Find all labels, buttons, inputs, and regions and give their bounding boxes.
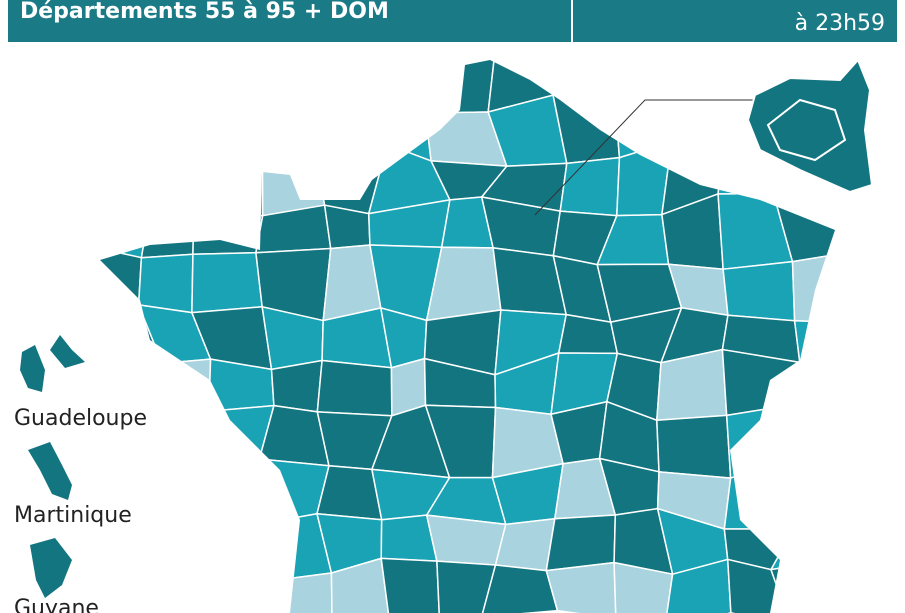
department	[100, 60, 139, 116]
department	[137, 94, 206, 164]
department	[137, 253, 194, 314]
department	[253, 572, 334, 613]
department	[100, 95, 148, 155]
department	[250, 60, 326, 111]
department	[778, 402, 835, 464]
department	[310, 60, 377, 111]
department	[100, 201, 152, 259]
department	[797, 358, 835, 408]
header-title: Départements 55 à 95 + DOM	[20, 0, 389, 24]
department	[828, 556, 835, 613]
department	[839, 402, 905, 469]
paris-inset-borders	[766, 98, 847, 162]
department	[203, 60, 267, 99]
department	[380, 557, 441, 613]
paris-inset	[746, 58, 874, 194]
header-date: à 23h59	[795, 11, 885, 36]
region-label: Guadeloupe	[14, 406, 147, 431]
department	[842, 507, 905, 559]
department	[770, 556, 835, 613]
department	[141, 410, 210, 462]
department	[614, 98, 679, 159]
region-label: Guyane	[14, 596, 99, 613]
department	[837, 197, 905, 268]
department	[613, 60, 679, 107]
department	[191, 520, 279, 584]
department	[261, 146, 326, 217]
department	[670, 93, 724, 152]
department	[261, 96, 316, 154]
department	[545, 561, 617, 613]
guadeloupe-shape	[20, 335, 85, 392]
guyane-shape	[30, 538, 72, 598]
department	[725, 402, 800, 480]
department	[717, 149, 779, 195]
department	[769, 526, 835, 571]
department	[372, 60, 444, 115]
department	[139, 519, 196, 567]
department	[191, 251, 264, 314]
department	[316, 359, 393, 417]
department	[837, 254, 905, 322]
department	[839, 457, 905, 527]
martinique-shape	[28, 442, 72, 500]
department	[726, 558, 793, 613]
department	[425, 514, 507, 566]
department	[723, 461, 795, 530]
department	[552, 60, 616, 101]
department	[791, 253, 835, 324]
department	[374, 97, 433, 163]
department	[545, 514, 617, 572]
department	[828, 317, 835, 367]
department	[139, 562, 221, 613]
department	[659, 60, 743, 107]
department	[140, 203, 195, 259]
department	[722, 260, 796, 322]
department	[316, 464, 383, 521]
department	[656, 414, 732, 479]
department	[613, 561, 674, 613]
department	[424, 60, 497, 114]
department	[141, 358, 212, 426]
department	[436, 560, 497, 613]
department	[793, 320, 835, 364]
region-label: Martinique	[14, 503, 132, 528]
department	[192, 214, 264, 256]
inset-pointer	[534, 99, 760, 216]
department	[140, 452, 208, 525]
department	[100, 245, 143, 306]
department	[135, 60, 206, 116]
department	[559, 156, 621, 217]
department	[717, 192, 794, 271]
department	[145, 153, 206, 220]
department	[100, 148, 152, 206]
department	[330, 557, 392, 613]
department	[192, 151, 264, 220]
department	[270, 359, 323, 413]
header-bar	[8, 0, 897, 42]
department	[778, 456, 835, 530]
department	[829, 358, 835, 408]
department	[203, 94, 267, 164]
department	[191, 565, 261, 613]
department	[194, 458, 279, 525]
department	[310, 97, 389, 148]
